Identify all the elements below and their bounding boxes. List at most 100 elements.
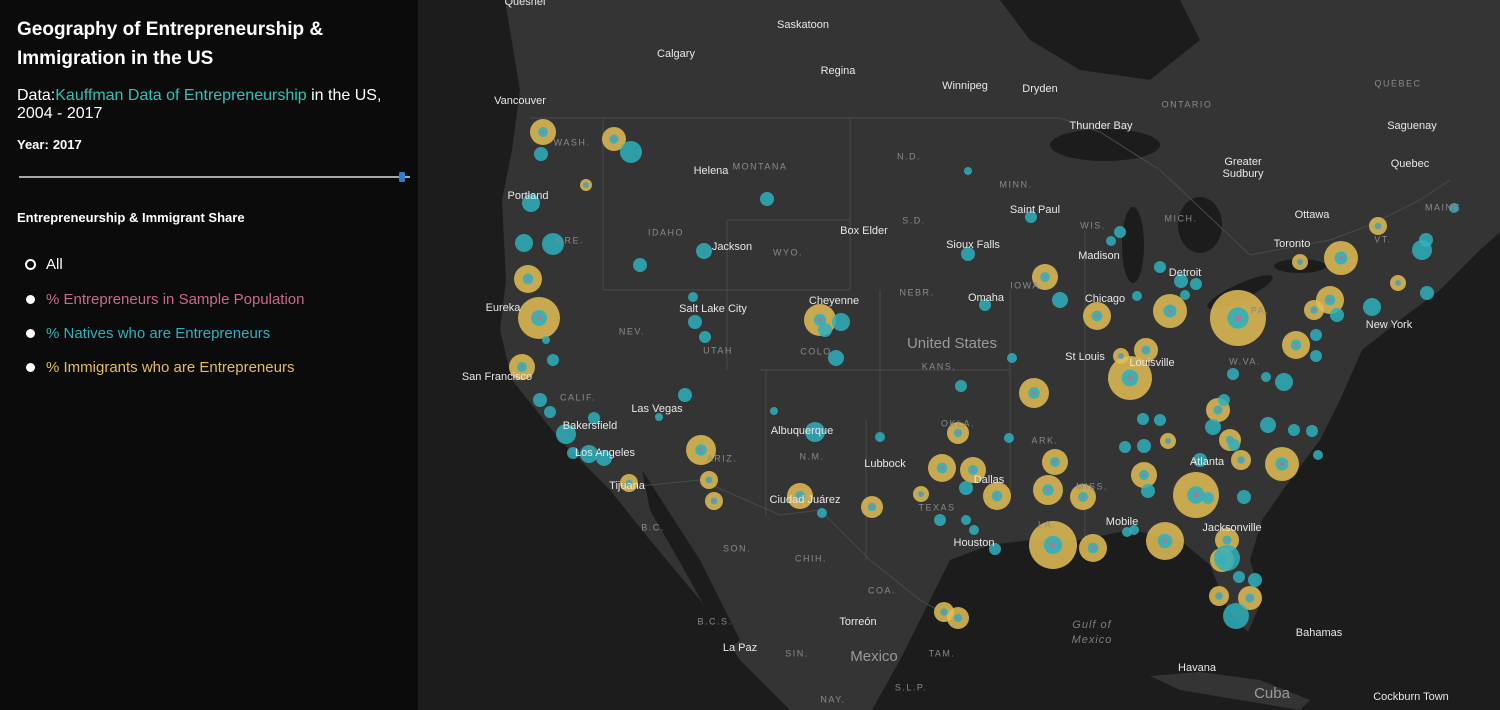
- native-bubble[interactable]: [1449, 203, 1459, 213]
- native-bubble[interactable]: [1310, 350, 1322, 362]
- native-bubble[interactable]: [805, 422, 825, 442]
- sample-bubble[interactable]: [1166, 439, 1170, 443]
- sample-bubble[interactable]: [1239, 458, 1243, 462]
- sample-bubble[interactable]: [1127, 375, 1133, 381]
- native-bubble[interactable]: [533, 393, 547, 407]
- native-bubble[interactable]: [542, 233, 564, 255]
- native-bubble[interactable]: [688, 315, 702, 329]
- radio-button[interactable]: [25, 259, 36, 270]
- sample-bubble[interactable]: [1053, 460, 1057, 464]
- native-bubble[interactable]: [875, 432, 885, 442]
- native-bubble[interactable]: [1233, 571, 1245, 583]
- radio-button[interactable]: [26, 329, 35, 338]
- sample-bubble[interactable]: [919, 492, 923, 496]
- sample-bubble[interactable]: [1144, 348, 1148, 352]
- sample-bubble[interactable]: [798, 494, 802, 498]
- sample-bubble[interactable]: [1091, 546, 1095, 550]
- legend-option[interactable]: % Natives who are Entrepreneurs: [26, 325, 270, 342]
- native-bubble[interactable]: [633, 258, 647, 272]
- native-bubble[interactable]: [556, 424, 576, 444]
- native-bubble[interactable]: [567, 447, 579, 459]
- native-bubble[interactable]: [959, 481, 973, 495]
- native-bubble[interactable]: [699, 331, 711, 343]
- native-bubble[interactable]: [1141, 484, 1155, 498]
- native-bubble[interactable]: [1052, 292, 1068, 308]
- native-bubble[interactable]: [961, 515, 971, 525]
- native-bubble[interactable]: [989, 543, 1001, 555]
- native-bubble[interactable]: [1248, 573, 1262, 587]
- native-bubble[interactable]: [1132, 291, 1142, 301]
- native-bubble[interactable]: [522, 194, 540, 212]
- sample-bubble[interactable]: [1050, 542, 1056, 548]
- native-bubble[interactable]: [1202, 492, 1214, 504]
- native-bubble[interactable]: [688, 292, 698, 302]
- sample-bubble[interactable]: [707, 478, 711, 482]
- legend-option[interactable]: % Immigrants who are Entrepreneurs: [26, 359, 294, 376]
- native-bubble[interactable]: [1025, 211, 1037, 223]
- sample-bubble[interactable]: [1193, 492, 1199, 498]
- sample-bubble[interactable]: [584, 183, 588, 187]
- native-bubble[interactable]: [655, 413, 663, 421]
- sample-bubble[interactable]: [1162, 538, 1168, 544]
- sample-bubble[interactable]: [1396, 281, 1400, 285]
- sample-bubble[interactable]: [536, 315, 542, 321]
- source-link[interactable]: Kauffman Data of Entrepreneurship: [55, 87, 307, 104]
- radio-button[interactable]: [26, 295, 35, 304]
- native-bubble[interactable]: [515, 234, 533, 252]
- legend-option[interactable]: All: [25, 256, 63, 273]
- sample-bubble[interactable]: [1217, 594, 1221, 598]
- native-bubble[interactable]: [817, 508, 827, 518]
- native-bubble[interactable]: [542, 336, 550, 344]
- native-bubble[interactable]: [1154, 414, 1166, 426]
- native-bubble[interactable]: [1275, 373, 1293, 391]
- native-bubble[interactable]: [1214, 545, 1240, 571]
- sample-bubble[interactable]: [1225, 538, 1229, 542]
- sample-bubble[interactable]: [1216, 408, 1220, 412]
- native-bubble[interactable]: [1193, 453, 1207, 467]
- native-bubble[interactable]: [1119, 441, 1131, 453]
- native-bubble[interactable]: [1190, 278, 1202, 290]
- native-bubble[interactable]: [580, 445, 598, 463]
- native-bubble[interactable]: [547, 354, 559, 366]
- sample-bubble[interactable]: [1043, 275, 1047, 279]
- native-bubble[interactable]: [1137, 413, 1149, 425]
- sample-bubble[interactable]: [712, 499, 716, 503]
- sample-bubble[interactable]: [940, 466, 944, 470]
- native-bubble[interactable]: [588, 412, 600, 424]
- sample-bubble[interactable]: [870, 505, 874, 509]
- sample-bubble[interactable]: [1279, 461, 1285, 467]
- sample-bubble[interactable]: [1376, 224, 1380, 228]
- sample-bubble[interactable]: [1081, 495, 1085, 499]
- sample-bubble[interactable]: [1338, 255, 1344, 261]
- native-bubble[interactable]: [961, 247, 975, 261]
- native-bubble[interactable]: [696, 243, 712, 259]
- native-bubble[interactable]: [534, 147, 548, 161]
- native-bubble[interactable]: [1313, 450, 1323, 460]
- native-bubble[interactable]: [1007, 353, 1017, 363]
- native-bubble[interactable]: [770, 407, 778, 415]
- native-bubble[interactable]: [964, 167, 972, 175]
- native-bubble[interactable]: [1223, 603, 1249, 629]
- native-bubble[interactable]: [1180, 290, 1190, 300]
- native-bubble[interactable]: [1228, 439, 1240, 451]
- sample-bubble[interactable]: [971, 468, 975, 472]
- native-bubble[interactable]: [1218, 394, 1230, 406]
- native-bubble[interactable]: [1106, 236, 1116, 246]
- sample-bubble[interactable]: [1248, 596, 1252, 600]
- sample-bubble[interactable]: [1234, 314, 1242, 322]
- radio-button[interactable]: [26, 363, 35, 372]
- native-bubble[interactable]: [1306, 425, 1318, 437]
- native-bubble[interactable]: [955, 380, 967, 392]
- native-bubble[interactable]: [620, 141, 642, 163]
- sample-bubble[interactable]: [942, 610, 946, 614]
- native-bubble[interactable]: [1261, 372, 1271, 382]
- sample-bubble[interactable]: [627, 481, 631, 485]
- sample-bubble[interactable]: [526, 277, 530, 281]
- native-bubble[interactable]: [818, 323, 832, 337]
- native-bubble[interactable]: [832, 313, 850, 331]
- native-bubble[interactable]: [1260, 417, 1276, 433]
- native-bubble[interactable]: [1205, 419, 1221, 435]
- sample-bubble[interactable]: [818, 318, 822, 322]
- sample-bubble[interactable]: [1328, 298, 1332, 302]
- sample-bubble[interactable]: [1142, 473, 1146, 477]
